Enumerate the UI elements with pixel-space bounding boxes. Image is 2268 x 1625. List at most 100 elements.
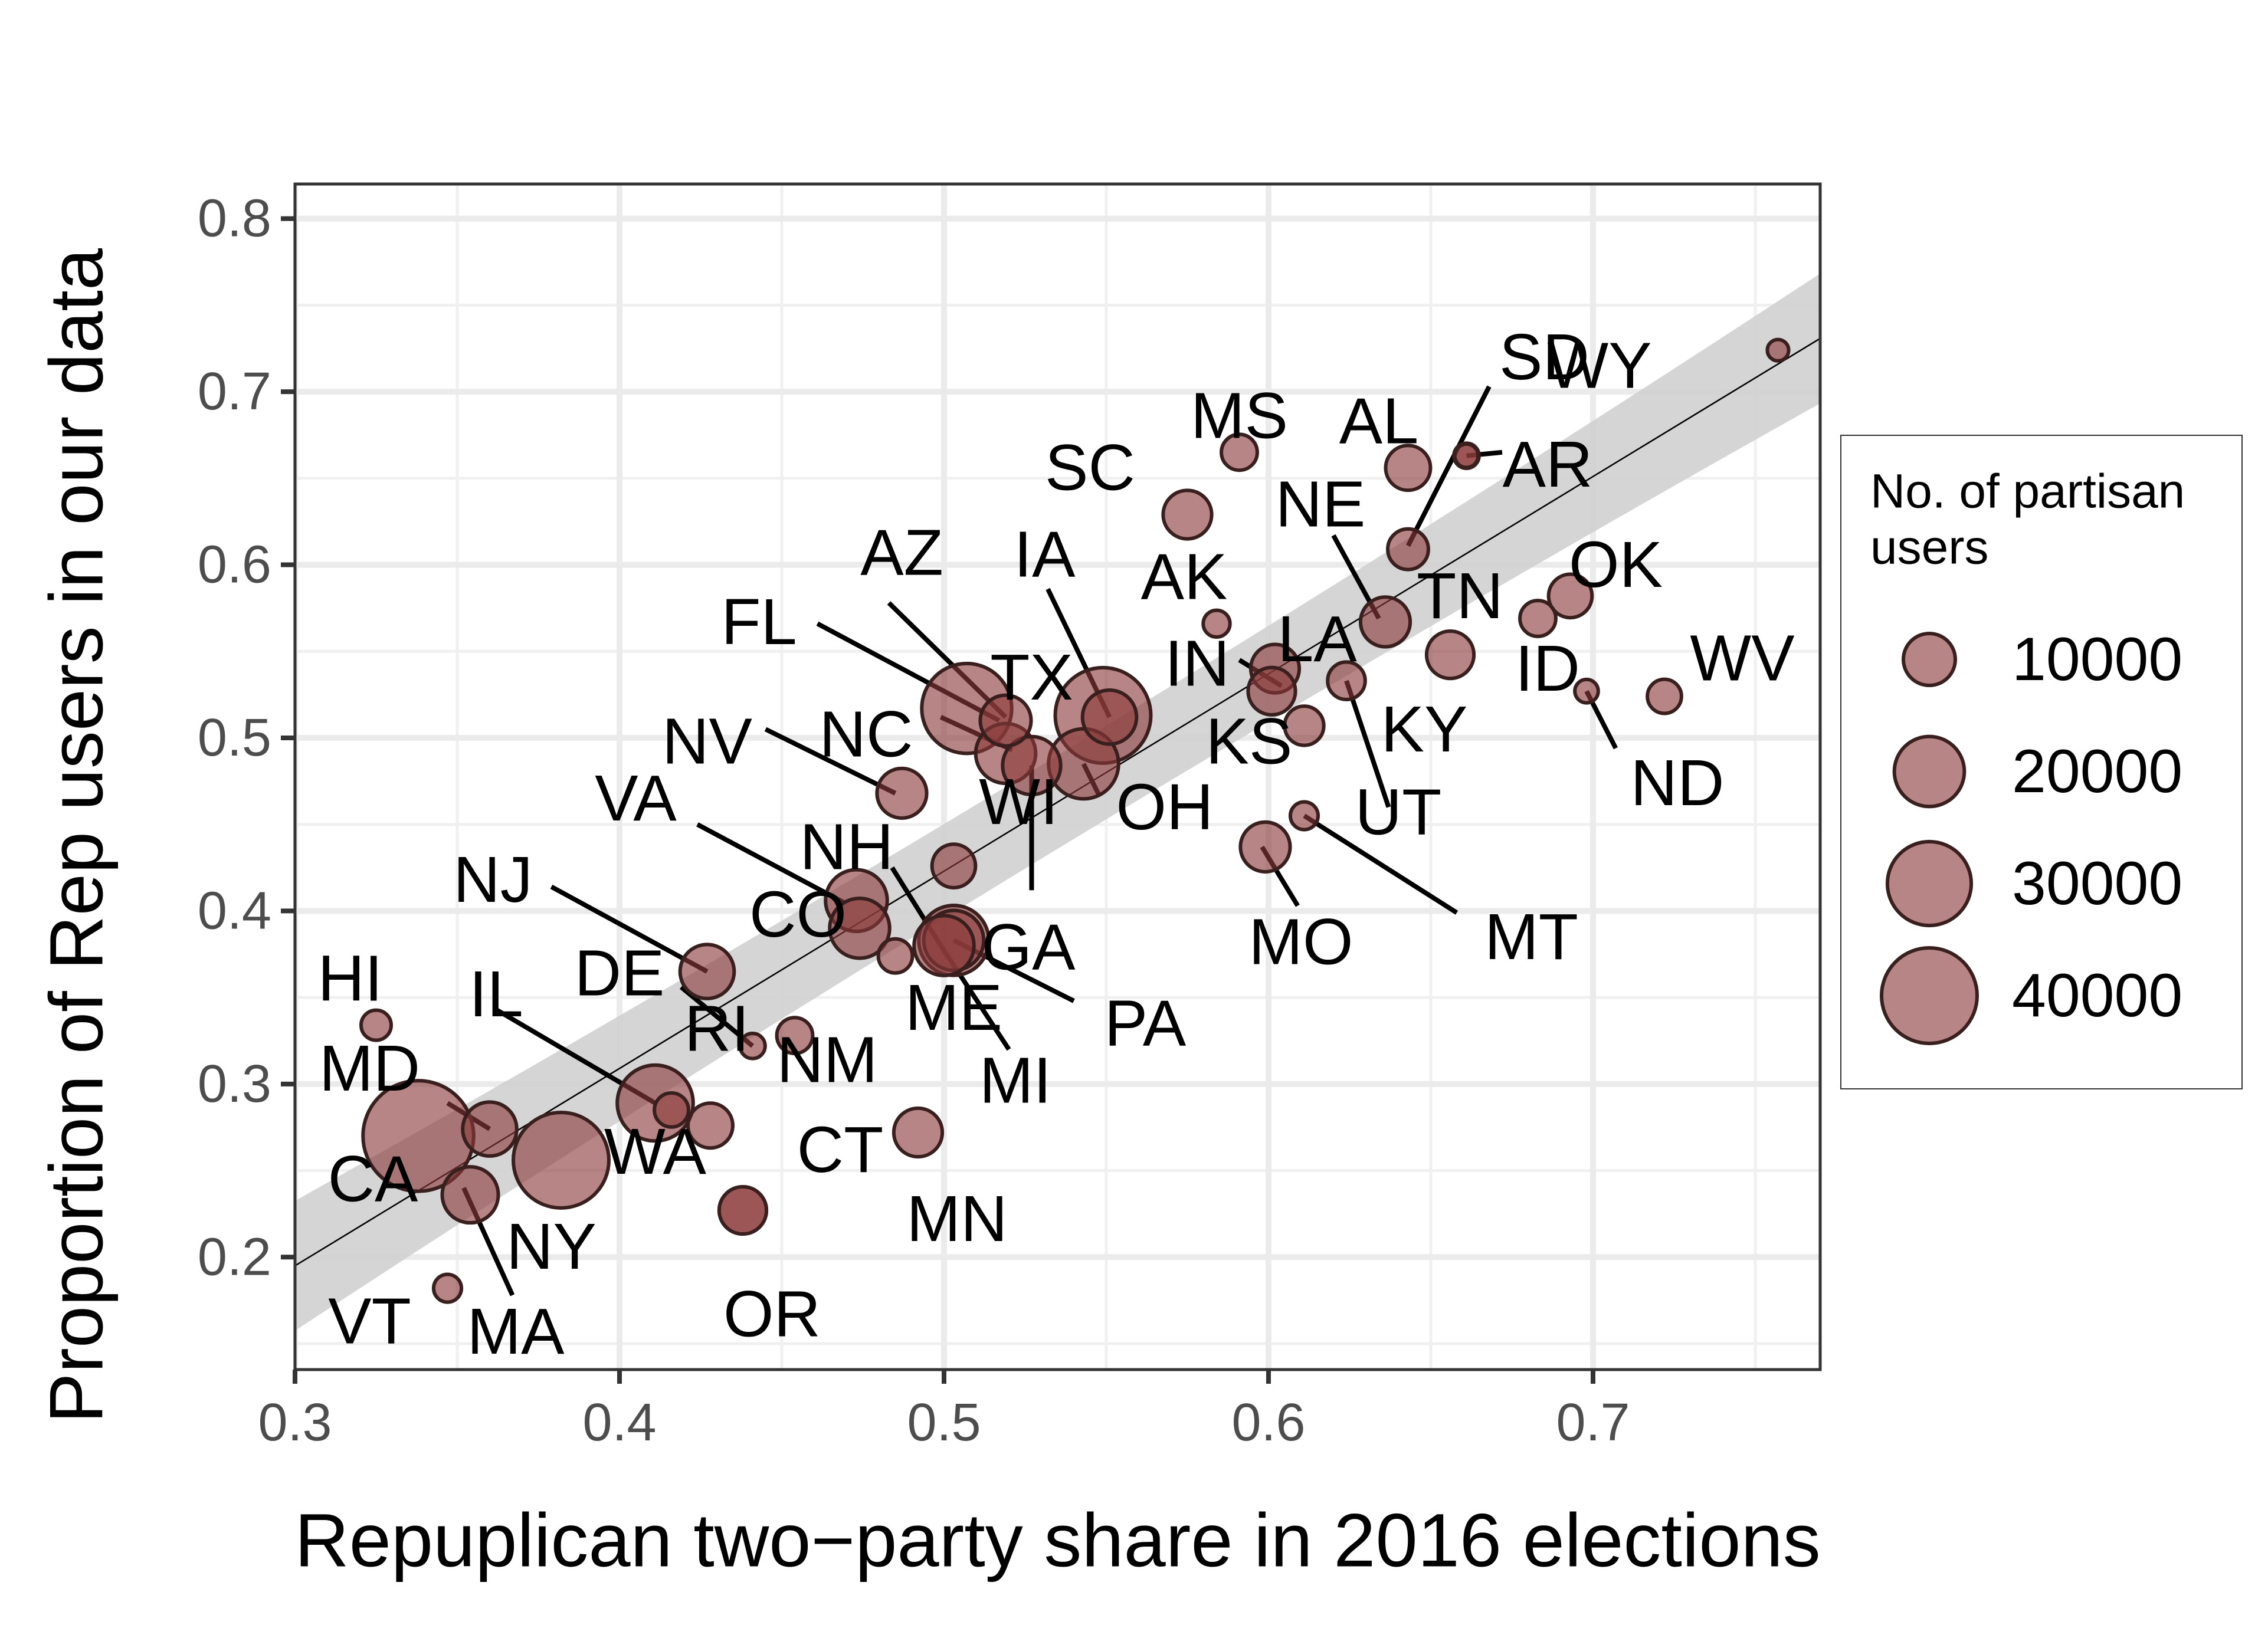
trend-line xyxy=(295,337,1820,1267)
legend-key-30000 xyxy=(1885,839,1974,928)
point-mi xyxy=(912,914,976,977)
state-label-nh: NH xyxy=(800,810,894,883)
state-label-md: MD xyxy=(319,1032,420,1105)
state-label-oh: OH xyxy=(1116,771,1214,843)
legend-label-20000: 20000 xyxy=(2012,737,2182,806)
point-tn xyxy=(1424,629,1476,681)
state-label-ky: KY xyxy=(1381,693,1468,766)
state-label-la: LA xyxy=(1277,603,1357,675)
point-la xyxy=(1358,595,1412,649)
leader-line-va xyxy=(696,822,845,905)
point-sd xyxy=(1453,442,1480,470)
y-axis-title: Proportion of Rep users in our data xyxy=(35,248,119,1423)
y-tick-label: 0.4 xyxy=(198,881,271,940)
x-tick-label: 0.6 xyxy=(1231,1393,1305,1452)
y-tick-label: 0.2 xyxy=(198,1227,271,1286)
point-nv xyxy=(875,766,929,820)
point-ma xyxy=(440,1165,500,1225)
point-mt xyxy=(1288,800,1320,832)
leader-line-de xyxy=(679,985,755,1048)
state-label-ma: MA xyxy=(467,1295,565,1368)
point-ut xyxy=(1283,704,1326,747)
state-label-ks: KS xyxy=(1206,705,1293,777)
state-label-ne: NE xyxy=(1276,468,1366,540)
state-label-il: IL xyxy=(469,958,523,1030)
point-vt xyxy=(431,1272,464,1304)
state-label-nc: NC xyxy=(820,698,913,771)
state-label-mo: MO xyxy=(1248,906,1353,979)
point-md xyxy=(461,1100,519,1158)
state-label-co: CO xyxy=(749,878,847,951)
point-ga xyxy=(1001,734,1063,797)
x-tick-label: 0.3 xyxy=(258,1393,332,1452)
x-axis-title: Repuplican two−party share in 2016 elect… xyxy=(294,1499,1821,1583)
state-label-az: AZ xyxy=(860,517,943,589)
point-co xyxy=(828,896,892,960)
state-label-pa: PA xyxy=(1104,987,1187,1060)
point-nm xyxy=(775,1016,815,1056)
point-wa xyxy=(686,1101,735,1150)
point-ks xyxy=(1246,665,1297,717)
state-label-ia: IA xyxy=(1014,518,1076,590)
state-label-fl: FL xyxy=(721,586,797,658)
leader-line-nv xyxy=(764,727,897,796)
state-label-ms: MS xyxy=(1191,380,1288,452)
point-ky xyxy=(1326,660,1367,701)
point-de xyxy=(738,1031,767,1061)
state-label-wy: WY xyxy=(1547,330,1651,402)
point-nh xyxy=(930,842,978,889)
state-label-mn: MN xyxy=(906,1183,1007,1255)
legend-key-40000 xyxy=(1880,946,1979,1045)
point-ak xyxy=(1201,608,1232,639)
state-label-de: DE xyxy=(575,937,665,1010)
point-al xyxy=(1384,444,1433,493)
state-label-hi: HI xyxy=(318,942,383,1015)
state-label-ca: CA xyxy=(328,1143,418,1216)
x-tick-label: 0.4 xyxy=(582,1393,656,1452)
point-wv xyxy=(1646,677,1683,715)
state-label-tx: TX xyxy=(990,641,1073,714)
state-label-in: IN xyxy=(1165,627,1230,700)
state-label-ar: AR xyxy=(1503,428,1593,501)
state-label-mi: MI xyxy=(979,1044,1051,1117)
point-or xyxy=(717,1184,769,1236)
legend-label-40000: 40000 xyxy=(2012,961,2182,1030)
state-label-va: VA xyxy=(595,762,677,835)
point-ny xyxy=(512,1110,611,1210)
state-label-ri: RI xyxy=(684,992,749,1065)
state-label-vt: VT xyxy=(328,1285,411,1357)
state-label-al: AL xyxy=(1339,385,1419,458)
x-tick-label: 0.5 xyxy=(907,1393,981,1452)
y-tick-label: 0.6 xyxy=(198,536,271,595)
y-tick-label: 0.8 xyxy=(198,189,271,248)
state-label-ny: NY xyxy=(506,1210,597,1283)
point-me xyxy=(876,937,915,975)
point-id xyxy=(1518,599,1558,638)
state-label-ga: GA xyxy=(982,911,1076,984)
state-label-sd: SD xyxy=(1499,321,1589,393)
state-label-ak: AK xyxy=(1141,541,1228,613)
point-hi xyxy=(359,1008,393,1042)
state-label-ok: OK xyxy=(1569,528,1663,601)
panel-border xyxy=(293,182,1822,1371)
legend-title-line: users xyxy=(1870,521,1989,575)
leader-line-ut xyxy=(1344,679,1391,808)
point-ia xyxy=(1080,688,1139,746)
point-az xyxy=(978,693,1033,748)
state-label-or: OR xyxy=(723,1278,821,1351)
point-mn xyxy=(892,1106,945,1159)
state-label-tn: TN xyxy=(1417,560,1503,632)
point-ms xyxy=(1220,432,1259,472)
legend-key-10000 xyxy=(1902,632,1957,687)
legend-title-line: No. of partisan xyxy=(1870,465,2185,518)
state-label-me: ME xyxy=(905,971,1002,1044)
state-label-id: ID xyxy=(1515,632,1580,705)
state-label-nm: NM xyxy=(776,1023,877,1096)
point-mo xyxy=(1238,820,1292,874)
point-nd xyxy=(1573,677,1600,705)
state-label-nj: NJ xyxy=(453,843,532,916)
legend-key-20000 xyxy=(1892,734,1967,809)
point-nj xyxy=(678,943,736,1000)
